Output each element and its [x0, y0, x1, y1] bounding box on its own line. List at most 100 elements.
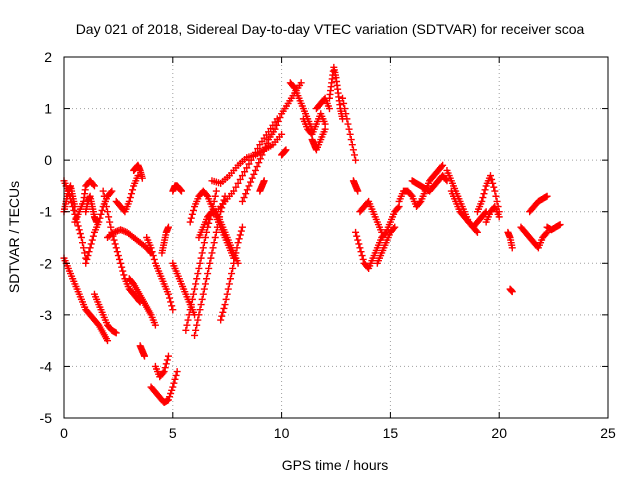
- series-track-d: [71, 177, 98, 226]
- data-point: [508, 288, 516, 296]
- data-point: [169, 383, 177, 391]
- series-track-ai: [312, 94, 333, 113]
- data-point: [195, 311, 203, 319]
- data-point: [243, 164, 251, 172]
- data-point: [201, 234, 209, 241]
- data-point: [241, 168, 249, 176]
- series-track-j: [112, 172, 142, 216]
- series-track-k: [130, 161, 146, 182]
- data-point: [204, 270, 212, 278]
- data-point: [108, 187, 116, 195]
- data-point: [230, 187, 238, 195]
- data-point: [169, 306, 177, 314]
- data-point: [168, 386, 176, 394]
- series-track-at: [506, 285, 516, 296]
- data-point: [472, 227, 480, 235]
- y-tick-label: -2: [40, 255, 53, 271]
- data-point: [481, 209, 489, 217]
- data-point: [80, 244, 88, 252]
- data-point: [223, 290, 231, 298]
- data-point: [186, 218, 194, 226]
- data-point: [489, 179, 497, 187]
- data-point: [276, 114, 284, 122]
- data-point: [111, 240, 119, 248]
- data-point: [493, 197, 501, 205]
- data-point: [226, 275, 234, 283]
- data-point: [70, 206, 78, 214]
- data-point: [164, 223, 172, 231]
- data-point: [194, 316, 202, 324]
- chart-title: Day 021 of 2018, Sidereal Day-to-day VTE…: [76, 21, 585, 37]
- data-point: [164, 290, 172, 298]
- data-point: [390, 224, 398, 232]
- series-track-ae: [299, 110, 329, 138]
- data-point: [407, 191, 415, 199]
- data-point: [93, 218, 101, 226]
- data-point: [147, 244, 155, 252]
- data-point: [148, 248, 156, 256]
- data-point: [149, 252, 157, 260]
- data-point: [344, 120, 352, 128]
- data-point: [247, 178, 255, 186]
- data-point: [234, 239, 242, 247]
- data-point: [151, 321, 159, 329]
- series-track-y: [208, 130, 286, 187]
- data-point: [112, 329, 120, 337]
- data-point: [205, 264, 213, 272]
- data-point: [253, 163, 261, 171]
- data-point: [76, 230, 84, 238]
- data-point: [206, 259, 214, 267]
- data-point: [189, 290, 197, 298]
- data-point: [260, 177, 268, 185]
- data-point: [199, 290, 207, 298]
- series-track-ah: [339, 94, 360, 164]
- data-point: [238, 172, 246, 180]
- data-point: [120, 271, 128, 279]
- data-point: [297, 79, 305, 87]
- data-point: [189, 206, 197, 214]
- data-point: [138, 174, 146, 182]
- data-point: [160, 368, 168, 376]
- data-point: [75, 226, 83, 234]
- data-point: [488, 175, 496, 183]
- series-track-ag: [325, 63, 347, 123]
- data-point: [115, 255, 123, 263]
- data-point: [163, 356, 171, 364]
- data-point: [107, 188, 115, 196]
- data-point: [321, 125, 329, 133]
- data-point: [205, 219, 213, 227]
- data-point: [218, 204, 226, 212]
- series-track-f: [82, 192, 101, 226]
- data-point: [237, 227, 245, 235]
- data-point: [114, 252, 122, 260]
- data-point: [325, 105, 333, 113]
- data-point: [107, 223, 115, 231]
- data-point: [248, 174, 256, 182]
- data-point: [182, 326, 190, 334]
- series-track-b: [60, 254, 112, 345]
- data-point: [340, 99, 348, 107]
- data-point: [200, 239, 208, 247]
- series-track-af: [308, 125, 329, 154]
- data-point: [347, 136, 355, 144]
- data-point: [105, 213, 113, 221]
- data-point: [84, 252, 92, 260]
- data-point: [242, 190, 250, 198]
- series-track-aw: [526, 192, 551, 216]
- series-track-g: [90, 290, 120, 337]
- plot-frame: [63, 56, 609, 419]
- data-point: [479, 194, 487, 202]
- data-point: [238, 223, 246, 231]
- data-point: [203, 275, 211, 283]
- data-point: [219, 308, 227, 316]
- data-point: [381, 230, 389, 238]
- data-point: [192, 326, 200, 334]
- data-point: [378, 228, 386, 236]
- data-point: [188, 210, 196, 218]
- data-point: [225, 280, 233, 288]
- data-point: [211, 192, 219, 200]
- y-tick-label: 0: [44, 152, 52, 168]
- data-point: [184, 316, 192, 324]
- data-point: [255, 159, 263, 167]
